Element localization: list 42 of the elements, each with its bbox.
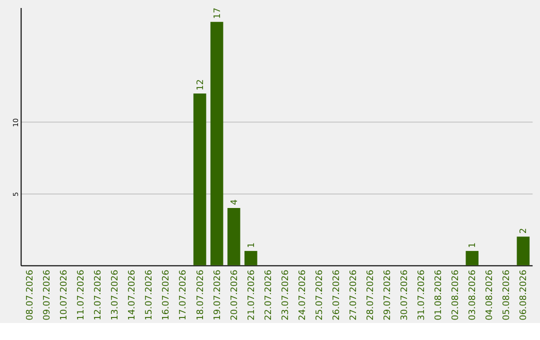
x-tick-label: 09.07.2026	[42, 269, 53, 320]
x-tick-label: 18.07.2026	[196, 269, 206, 320]
x-tick-label: 19.07.2026	[212, 269, 223, 320]
data-label: 12	[196, 79, 206, 91]
x-tick-label: 27.07.2026	[348, 269, 359, 320]
x-tick-label: 06.08.2026	[519, 269, 530, 320]
bar	[244, 250, 258, 266]
x-tick-label: 21.07.2026	[246, 269, 257, 320]
bar	[466, 250, 479, 266]
x-tick-label: 10.07.2026	[60, 269, 70, 320]
x-tick-label: 03.08.2026	[468, 269, 478, 320]
x-tick-label: 26.07.2026	[332, 269, 342, 320]
x-tick-label: 29.07.2026	[382, 269, 393, 320]
x-tick-label: 31.07.2026	[417, 269, 428, 320]
x-tick-label: 28.07.2026	[366, 269, 376, 320]
bar	[516, 236, 530, 266]
x-tick-label: 08.07.2026	[26, 269, 36, 320]
x-tick-label: 22.07.2026	[264, 269, 274, 320]
data-label: 1	[468, 242, 478, 248]
x-tick-label: 17.07.2026	[178, 269, 189, 320]
x-tick-label: 24.07.2026	[298, 269, 308, 320]
x-tick-label: 15.07.2026	[144, 269, 155, 320]
x-tick-label: 11.07.2026	[76, 269, 87, 320]
x-tick-label: 02.08.2026	[451, 269, 462, 320]
x-tick-label: 01.08.2026	[434, 269, 444, 320]
x-tick-label: 25.07.2026	[314, 269, 325, 320]
bar	[210, 22, 224, 266]
data-label: 17	[212, 8, 223, 19]
x-tick-label: 30.07.2026	[400, 269, 410, 320]
x-tick-label: 13.07.2026	[110, 269, 121, 320]
x-tick-label: 16.07.2026	[162, 269, 172, 320]
x-tick-label: 05.08.2026	[502, 269, 512, 320]
bar	[193, 93, 206, 266]
x-tick-label: 23.07.2026	[280, 269, 291, 320]
x-tick-label: 12.07.2026	[94, 269, 104, 320]
x-tick-label: 20.07.2026	[230, 269, 240, 320]
data-label: 2	[519, 228, 530, 234]
bar	[227, 208, 240, 266]
x-tick-label: 14.07.2026	[128, 269, 138, 320]
data-label: 1	[246, 242, 257, 248]
x-tick-label: 04.08.2026	[485, 269, 496, 320]
data-label: 4	[230, 199, 240, 206]
